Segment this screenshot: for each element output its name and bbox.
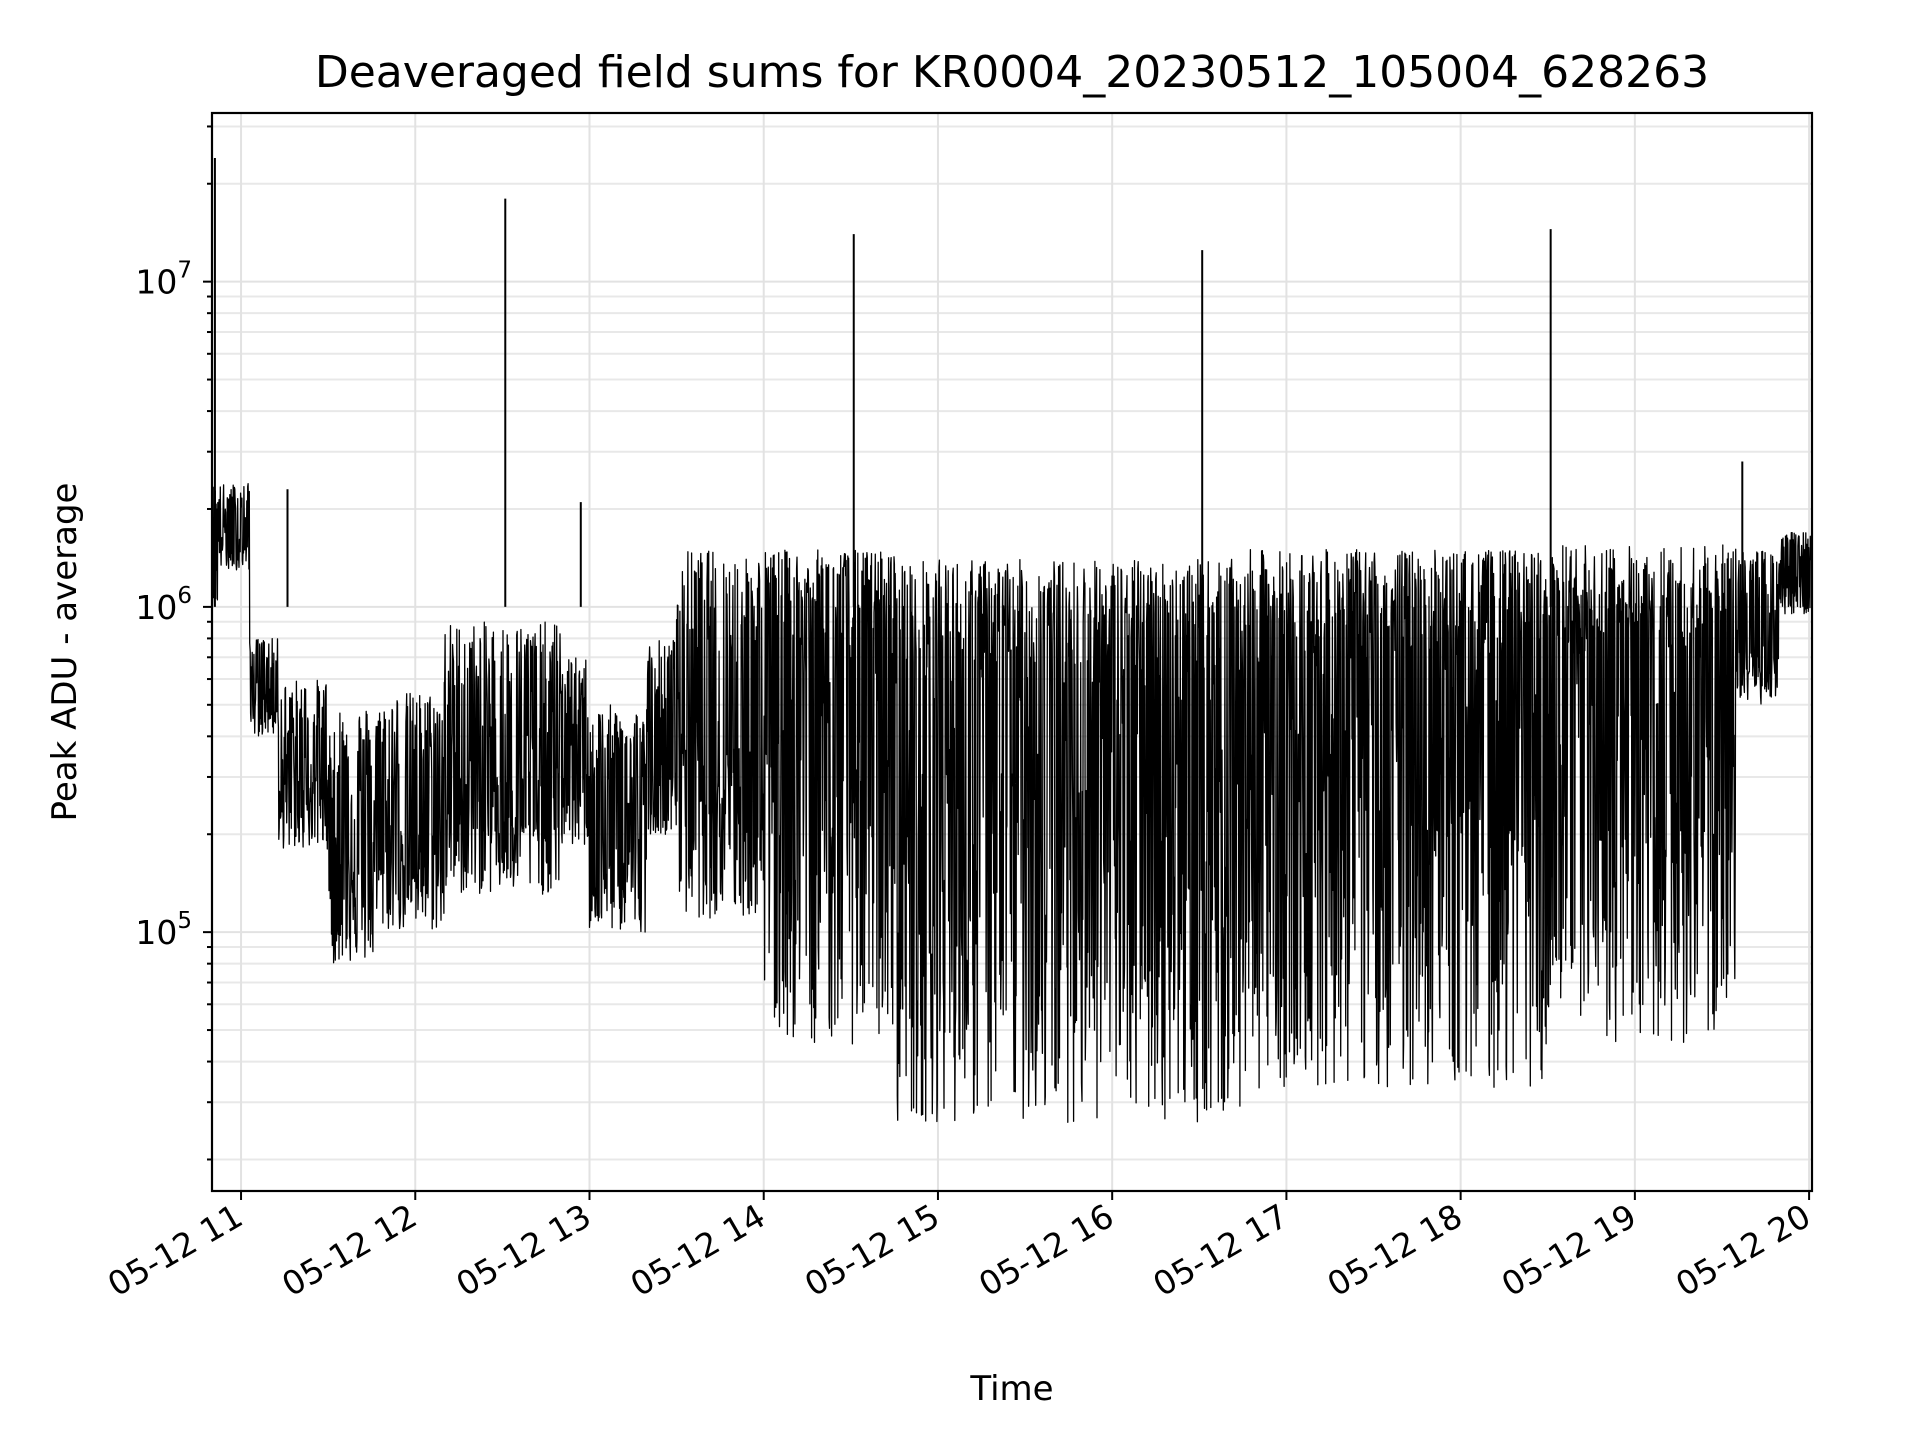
axis-ticks <box>203 125 1811 1200</box>
chart-title: Deaveraged field sums for KR0004_2023051… <box>315 47 1709 98</box>
y-tick-label: 107 <box>135 258 192 302</box>
plot-frame <box>210 111 1814 1193</box>
y-tick-label: 106 <box>135 583 192 627</box>
y-tick-label: 105 <box>135 908 192 952</box>
series-line <box>211 483 1812 1123</box>
y-axis-label: Peak ADU - average <box>45 483 85 822</box>
spike-marks <box>213 157 1744 607</box>
x-axis-label: Time <box>969 1369 1053 1409</box>
y-tick-labels: 105 106 107 <box>135 258 192 952</box>
